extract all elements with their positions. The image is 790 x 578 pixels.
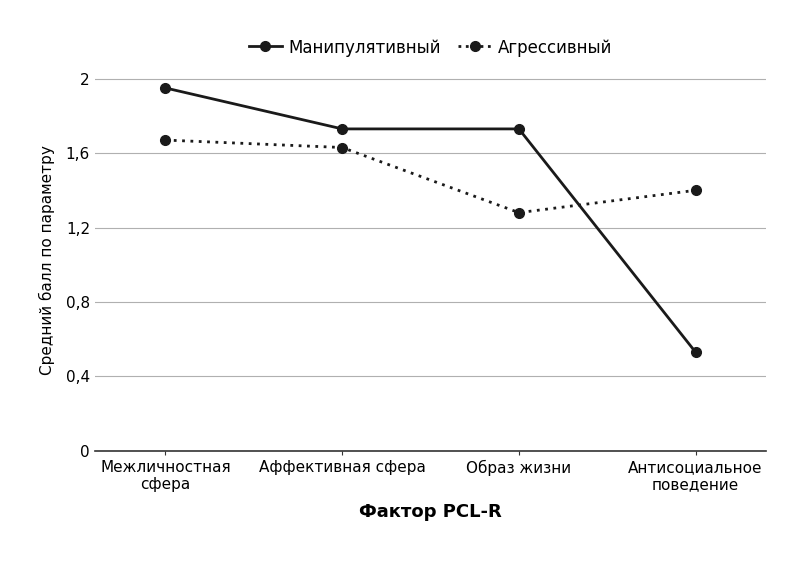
Манипулятивный: [691, 349, 701, 355]
Манипулятивный: [514, 125, 524, 132]
Манипулятивный: [160, 84, 170, 91]
Агрессивный: [691, 187, 701, 194]
Legend: Манипулятивный, Агрессивный: Манипулятивный, Агрессивный: [242, 32, 619, 63]
Агрессивный: [337, 144, 347, 151]
Y-axis label: Средний балл по параметру: Средний балл по параметру: [39, 145, 55, 375]
X-axis label: Фактор PCL-R: Фактор PCL-R: [359, 503, 502, 521]
Line: Агрессивный: Агрессивный: [160, 135, 701, 217]
Агрессивный: [514, 209, 524, 216]
Манипулятивный: [337, 125, 347, 132]
Line: Манипулятивный: Манипулятивный: [160, 83, 701, 357]
Агрессивный: [160, 136, 170, 143]
